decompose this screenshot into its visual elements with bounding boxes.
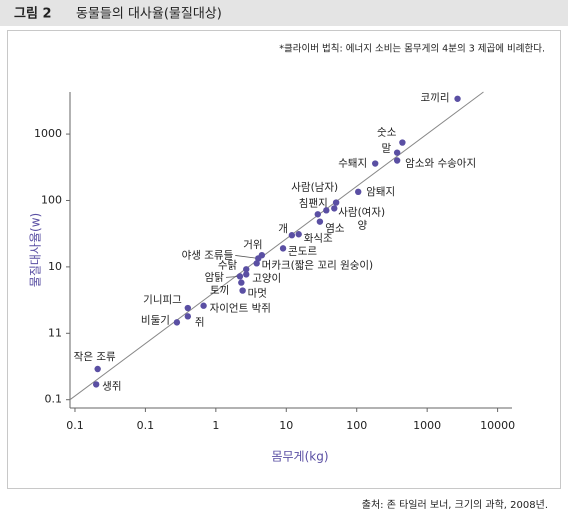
x-tick-label: 1 bbox=[212, 419, 219, 432]
point-label: 숫소 bbox=[377, 127, 397, 139]
point-label: 말 bbox=[381, 143, 391, 155]
data-point bbox=[238, 279, 245, 286]
point-label: 사람(남자) bbox=[291, 181, 338, 194]
data-point bbox=[236, 273, 244, 280]
fit-line bbox=[69, 91, 484, 401]
point-label: 암소와 수송아지 bbox=[405, 157, 476, 169]
point-label: 작은 조류 bbox=[74, 351, 116, 363]
point-label: 비둘기 bbox=[141, 314, 170, 326]
data-point bbox=[92, 381, 100, 388]
data-point bbox=[314, 211, 321, 218]
data-point bbox=[372, 160, 379, 167]
source: 출처: 존 타일러 보너, 크기의 과학, 2008년. bbox=[362, 499, 548, 511]
data-point bbox=[200, 302, 207, 309]
y-tick-label: 1000 bbox=[34, 127, 62, 140]
point-label: 자이언트 박쥐 bbox=[210, 303, 271, 315]
data-point bbox=[393, 149, 401, 156]
data-point bbox=[184, 313, 192, 320]
data-point bbox=[399, 139, 406, 146]
x-tick-label: 0.1 bbox=[66, 419, 84, 432]
leader-line bbox=[235, 255, 259, 259]
x-tick-label: 10 bbox=[279, 419, 293, 432]
figure-label: 그림 2 bbox=[14, 7, 52, 22]
point-label: 침팬지 bbox=[299, 197, 328, 209]
point-label: 수퇘지 bbox=[338, 158, 367, 170]
data-point bbox=[393, 157, 401, 164]
data-point bbox=[239, 287, 246, 294]
data-point bbox=[316, 218, 324, 225]
data-point bbox=[243, 271, 250, 278]
header-bar bbox=[0, 0, 568, 26]
data-point bbox=[332, 199, 340, 206]
data-point bbox=[323, 207, 330, 214]
point-label: 쥐 bbox=[195, 316, 205, 328]
data-point bbox=[279, 245, 287, 252]
data-point bbox=[94, 365, 101, 373]
x-tick-label: 0.1 bbox=[137, 419, 155, 432]
point-label: 야생 조류들 bbox=[182, 248, 234, 261]
x-axis-title: 몸무게(kg) bbox=[271, 450, 328, 464]
data-point bbox=[184, 304, 192, 312]
y-axis-title: 물질대사율(w) bbox=[29, 213, 43, 287]
point-label: 사람(여자) bbox=[338, 205, 385, 218]
data-point bbox=[331, 205, 338, 212]
data-point bbox=[295, 231, 302, 238]
point-label: 고양이 bbox=[252, 272, 281, 284]
x-tick-label: 100 bbox=[346, 419, 367, 432]
data-point bbox=[253, 260, 260, 267]
point-label: 기니피그 bbox=[143, 294, 182, 306]
x-tick-label: 10000 bbox=[480, 419, 515, 432]
point-label: 암탉 bbox=[205, 270, 225, 283]
point-label: 콘도르 bbox=[288, 245, 317, 257]
data-point bbox=[173, 319, 181, 326]
point-label: 양 bbox=[357, 219, 367, 231]
point-label: 수탉 bbox=[218, 258, 238, 271]
data-point bbox=[288, 232, 296, 239]
point-label: 토끼 bbox=[210, 285, 229, 297]
point-label: 화식조 bbox=[304, 232, 333, 244]
chart-title: 동물들의 대사율(물질대상) bbox=[76, 7, 222, 22]
point-label: 머카크(짧은 꼬리 원숭이) bbox=[262, 259, 373, 271]
point-label: 거위 bbox=[243, 238, 262, 251]
y-tick-label: 11 bbox=[48, 326, 62, 339]
x-tick-label: 1000 bbox=[413, 419, 441, 432]
point-label: 개 bbox=[278, 223, 288, 235]
data-point bbox=[243, 266, 250, 273]
point-label: 생쥐 bbox=[102, 380, 121, 392]
y-tick-label: 10 bbox=[48, 260, 62, 273]
point-label: 마멋 bbox=[248, 288, 267, 300]
data-point bbox=[255, 255, 262, 262]
point-label: 코끼리 bbox=[421, 92, 450, 104]
note: *클라이버 법칙: 에너지 소비는 몸무게의 4분의 3 제곱에 비례한다. bbox=[279, 44, 545, 55]
data-point bbox=[454, 95, 461, 102]
y-tick-label: 0.1 bbox=[45, 393, 63, 406]
point-label: 염소 bbox=[325, 223, 345, 235]
point-label: 암퇘지 bbox=[366, 186, 395, 198]
data-point bbox=[355, 188, 362, 196]
y-tick-label: 100 bbox=[41, 193, 62, 206]
panel bbox=[7, 30, 561, 489]
